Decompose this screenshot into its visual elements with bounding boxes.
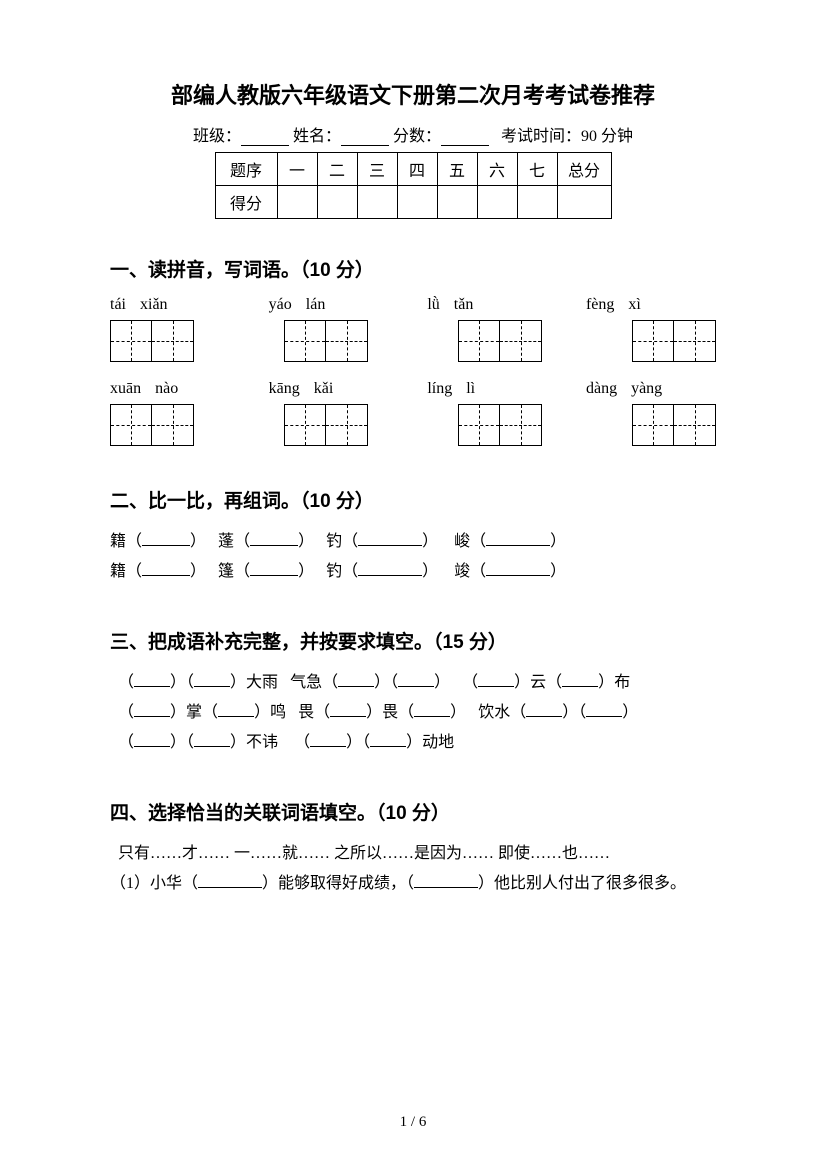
fill-blank[interactable] [134, 746, 170, 747]
name-label: 姓名： [293, 128, 341, 145]
fill-blank[interactable] [486, 575, 550, 576]
q2-line1: 籍（） 蓬（） 钓（） 峻（） [110, 527, 716, 557]
cell-blank[interactable] [357, 186, 397, 219]
info-line: 班级： 姓名： 分数： 考试时间：90 分钟 [110, 122, 716, 146]
pinyin-group: táixiǎn [110, 296, 240, 314]
tianzi-pair[interactable] [284, 320, 368, 362]
cell-blank[interactable] [557, 186, 611, 219]
pinyin-row: xuānnào kāngkǎi línglì dàngyàng [110, 380, 716, 398]
tianzi-pair[interactable] [110, 320, 194, 362]
fill-blank[interactable] [562, 686, 598, 687]
cell-num: 六 [477, 153, 517, 186]
fill-blank[interactable] [198, 887, 262, 888]
cell-blank[interactable] [437, 186, 477, 219]
fill-blank[interactable] [478, 686, 514, 687]
pinyin-group: dàngyàng [586, 380, 716, 398]
tianzi-row [110, 320, 716, 362]
score-blank[interactable] [441, 130, 489, 146]
fill-blank[interactable] [194, 686, 230, 687]
section4-title: 四、选择恰当的关联词语填空。（10 分） [110, 798, 716, 825]
name-blank[interactable] [341, 130, 389, 146]
section2-title: 二、比一比，再组词。（10 分） [110, 486, 716, 513]
pinyin-group: línglì [427, 380, 557, 398]
cell-blank[interactable] [477, 186, 517, 219]
fill-blank[interactable] [586, 716, 622, 717]
fill-blank[interactable] [414, 716, 450, 717]
score-label: 分数： [393, 128, 441, 145]
cell-num: 五 [437, 153, 477, 186]
tianzi-pair[interactable] [458, 404, 542, 446]
pinyin-row: táixiǎn yáolán lǜtǎn fèngxì [110, 296, 716, 314]
q2-line2: 籍（） 篷（） 钓（） 竣（） [110, 557, 716, 587]
tianzi-pair[interactable] [632, 404, 716, 446]
cell-total: 总分 [557, 153, 611, 186]
q4-q1: （1）小华（）能够取得好成绩，（）他比别人付出了很多很多。 [110, 869, 716, 899]
fill-blank[interactable] [142, 545, 190, 546]
tianzi-pair[interactable] [110, 404, 194, 446]
q4-options: 只有……才…… 一……就…… 之所以……是因为…… 即使……也…… [118, 839, 716, 869]
section1-title: 一、读拼音，写词语。（10 分） [110, 255, 716, 282]
cell-blank[interactable] [277, 186, 317, 219]
fill-blank[interactable] [526, 716, 562, 717]
tianzi-pair[interactable] [458, 320, 542, 362]
cell-num: 四 [397, 153, 437, 186]
cell-num: 七 [517, 153, 557, 186]
pinyin-group: lǜtǎn [427, 296, 557, 314]
cell-blank[interactable] [517, 186, 557, 219]
pinyin-group: xuānnào [110, 380, 240, 398]
class-blank[interactable] [241, 130, 289, 146]
page-title: 部编人教版六年级语文下册第二次月考考试卷推荐 [110, 78, 716, 110]
fill-blank[interactable] [414, 887, 478, 888]
fill-blank[interactable] [142, 575, 190, 576]
fill-blank[interactable] [194, 746, 230, 747]
cell-num: 三 [357, 153, 397, 186]
fill-blank[interactable] [134, 716, 170, 717]
cell-blank[interactable] [397, 186, 437, 219]
page-number: 1 / 6 [0, 1114, 826, 1131]
fill-blank[interactable] [218, 716, 254, 717]
score-table: 题序 一 二 三 四 五 六 七 总分 得分 [215, 152, 612, 219]
cell-num: 一 [277, 153, 317, 186]
table-row: 题序 一 二 三 四 五 六 七 总分 [215, 153, 611, 186]
section3-title: 三、把成语补充完整，并按要求填空。（15 分） [110, 627, 716, 654]
fill-blank[interactable] [250, 545, 298, 546]
cell-label: 得分 [215, 186, 277, 219]
fill-blank[interactable] [398, 686, 434, 687]
exam-time: 考试时间：90 分钟 [501, 128, 633, 145]
cell-num: 二 [317, 153, 357, 186]
fill-blank[interactable] [250, 575, 298, 576]
fill-blank[interactable] [330, 716, 366, 717]
pinyin-group: kāngkǎi [269, 380, 399, 398]
fill-blank[interactable] [310, 746, 346, 747]
tianzi-pair[interactable] [632, 320, 716, 362]
q3-line3: （）（）不讳 （）（）动地 [118, 728, 716, 758]
fill-blank[interactable] [338, 686, 374, 687]
q3-line1: （）（）大雨 气急（）（） （）云（）布 [118, 668, 716, 698]
class-label: 班级： [193, 128, 241, 145]
tianzi-pair[interactable] [284, 404, 368, 446]
cell-blank[interactable] [317, 186, 357, 219]
fill-blank[interactable] [370, 746, 406, 747]
fill-blank[interactable] [134, 686, 170, 687]
pinyin-group: fèngxì [586, 296, 716, 314]
fill-blank[interactable] [358, 575, 422, 576]
q3-line2: （）掌（）鸣 畏（）畏（） 饮水（）（） [118, 698, 716, 728]
table-row: 得分 [215, 186, 611, 219]
pinyin-group: yáolán [269, 296, 399, 314]
fill-blank[interactable] [358, 545, 422, 546]
cell-label: 题序 [215, 153, 277, 186]
fill-blank[interactable] [486, 545, 550, 546]
tianzi-row [110, 404, 716, 446]
